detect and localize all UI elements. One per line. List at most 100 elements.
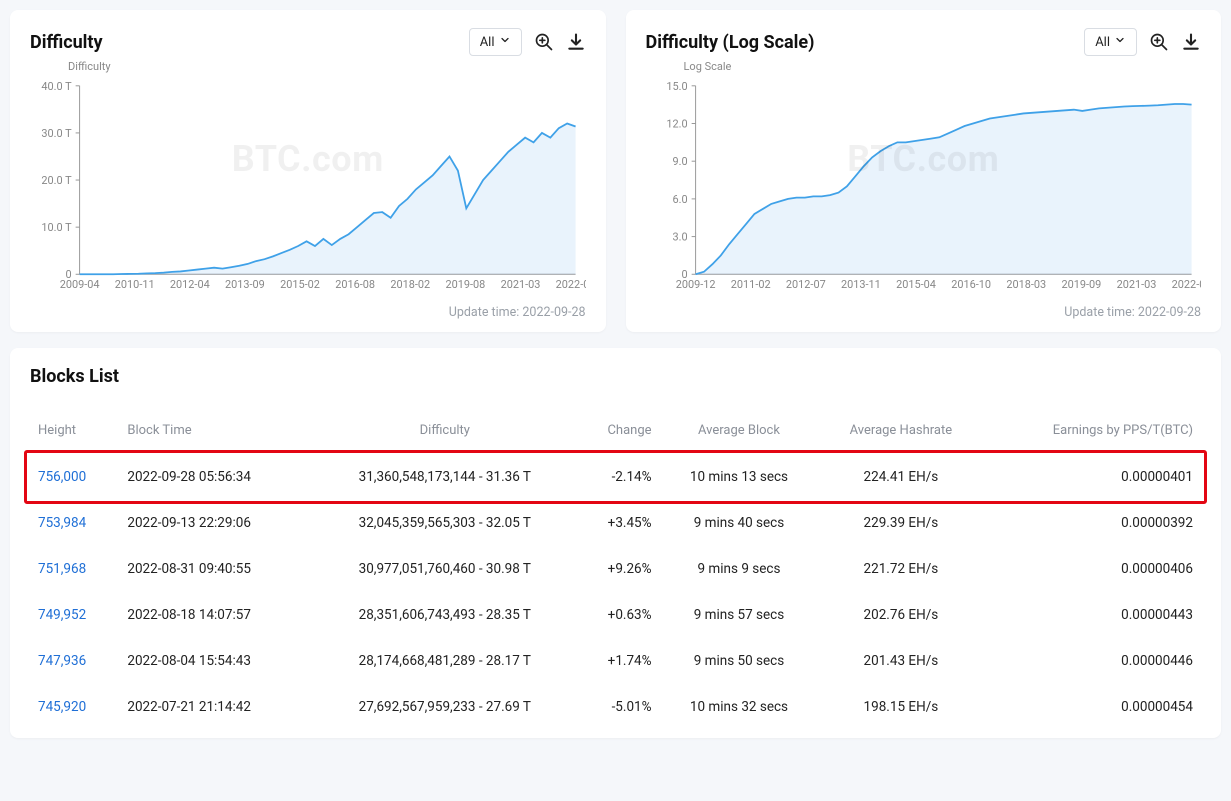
height-link[interactable]: 749,952: [38, 607, 86, 623]
avg-hashrate-cell: 202.76 EH/s: [818, 592, 983, 638]
svg-text:6.0: 6.0: [672, 193, 687, 206]
chart-tools: All: [1084, 28, 1201, 56]
avg-block-cell: 9 mins 9 secs: [660, 546, 819, 592]
avg-hashrate-cell: 221.72 EH/s: [818, 546, 983, 592]
svg-text:2010-11: 2010-11: [115, 278, 155, 291]
chart-area: Log Scale BTC.com 03.06.09.012.015.02009…: [646, 60, 1202, 295]
svg-text:2015-04: 2015-04: [896, 278, 936, 291]
table-header: Change: [576, 413, 660, 454]
difficulty-cell: 28,351,606,743,493 - 28.35 T: [314, 592, 576, 638]
blocks-table: HeightBlock TimeDifficultyChangeAverage …: [30, 413, 1201, 730]
height-link[interactable]: 753,984: [38, 515, 86, 531]
svg-text:20.0 T: 20.0 T: [41, 174, 72, 187]
earnings-cell: 0.00000401: [983, 454, 1201, 500]
change-cell: -2.14%: [576, 454, 660, 500]
change-cell: +1.74%: [576, 638, 660, 684]
range-dropdown[interactable]: All: [469, 28, 522, 56]
dropdown-label: All: [1095, 35, 1110, 50]
height-cell: 747,936: [30, 638, 119, 684]
height-cell: 753,984: [30, 500, 119, 546]
table-header-row: HeightBlock TimeDifficultyChangeAverage …: [30, 413, 1201, 454]
earnings-cell: 0.00000454: [983, 684, 1201, 730]
difficulty-chart-card: Difficulty All Difficulty BTC.com 010: [10, 10, 606, 332]
block-time-cell: 2022-08-18 14:07:57: [119, 592, 313, 638]
svg-text:2019-08: 2019-08: [445, 278, 485, 291]
y-axis-label: Difficulty: [68, 60, 586, 73]
table-header: Block Time: [119, 413, 313, 454]
chart-title: Difficulty: [30, 32, 103, 53]
svg-text:2009-12: 2009-12: [675, 278, 715, 291]
change-cell: +0.63%: [576, 592, 660, 638]
download-icon[interactable]: [1181, 32, 1201, 52]
svg-text:2022-09: 2022-09: [556, 278, 586, 291]
card-header: Difficulty (Log Scale) All: [646, 28, 1202, 56]
svg-text:2012-04: 2012-04: [170, 278, 210, 291]
avg-block-cell: 9 mins 57 secs: [660, 592, 819, 638]
avg-hashrate-cell: 229.39 EH/s: [818, 500, 983, 546]
block-time-cell: 2022-08-04 15:54:43: [119, 638, 313, 684]
y-axis-label: Log Scale: [684, 60, 1202, 73]
svg-text:2021-03: 2021-03: [501, 278, 541, 291]
change-cell: +9.26%: [576, 546, 660, 592]
difficulty-cell: 28,174,668,481,289 - 28.17 T: [314, 638, 576, 684]
zoom-in-icon[interactable]: [1149, 32, 1169, 52]
svg-text:2009-04: 2009-04: [60, 278, 100, 291]
earnings-cell: 0.00000392: [983, 500, 1201, 546]
svg-text:2012-07: 2012-07: [785, 278, 825, 291]
blocks-list-card: Blocks List HeightBlock TimeDifficultyCh…: [10, 348, 1221, 738]
chevron-down-icon: [1114, 34, 1126, 50]
dropdown-label: All: [480, 35, 495, 50]
chevron-down-icon: [499, 34, 511, 50]
svg-text:2016-08: 2016-08: [335, 278, 375, 291]
table-header: Average Block: [660, 413, 819, 454]
table-row: 749,952 2022-08-18 14:07:5728,351,606,743…: [30, 592, 1201, 638]
chart-title: Difficulty (Log Scale): [646, 32, 815, 53]
svg-text:2016-10: 2016-10: [951, 278, 991, 291]
height-link[interactable]: 756,000: [38, 469, 86, 485]
card-header: Difficulty All: [30, 28, 586, 56]
svg-text:3.0: 3.0: [672, 231, 687, 244]
height-link[interactable]: 747,936: [38, 653, 86, 669]
height-cell: 751,968: [30, 546, 119, 592]
difficulty-cell: 27,692,567,959,233 - 27.69 T: [314, 684, 576, 730]
difficulty-log-chart: 03.06.09.012.015.02009-122011-022012-072…: [646, 75, 1202, 295]
avg-hashrate-cell: 224.41 EH/s: [818, 454, 983, 500]
height-cell: 745,920: [30, 684, 119, 730]
difficulty-cell: 30,977,051,760,460 - 30.98 T: [314, 546, 576, 592]
avg-block-cell: 10 mins 32 secs: [660, 684, 819, 730]
block-time-cell: 2022-09-13 22:29:06: [119, 500, 313, 546]
height-cell: 756,000: [30, 454, 119, 500]
table-row: 745,920 2022-07-21 21:14:4227,692,567,959…: [30, 684, 1201, 730]
svg-text:2011-02: 2011-02: [730, 278, 770, 291]
svg-text:30.0 T: 30.0 T: [41, 127, 72, 140]
blocks-table-wrap: HeightBlock TimeDifficultyChangeAverage …: [30, 413, 1201, 730]
zoom-in-icon[interactable]: [534, 32, 554, 52]
avg-block-cell: 10 mins 13 secs: [660, 454, 819, 500]
height-link[interactable]: 745,920: [38, 699, 86, 715]
change-cell: -5.01%: [576, 684, 660, 730]
svg-text:2013-09: 2013-09: [225, 278, 265, 291]
table-row: 751,968 2022-08-31 09:40:5530,977,051,760…: [30, 546, 1201, 592]
svg-text:2021-03: 2021-03: [1116, 278, 1156, 291]
table-row: 756,0002022-09-28 05:56:3431,360,548,173…: [30, 454, 1201, 500]
table-header: Difficulty: [314, 413, 576, 454]
svg-text:2013-11: 2013-11: [841, 278, 881, 291]
update-time-label: Update time: 2022-09-28: [646, 305, 1202, 320]
avg-block-cell: 9 mins 50 secs: [660, 638, 819, 684]
table-row: 753,9842022-09-13 22:29:0632,045,359,565…: [30, 500, 1201, 546]
download-icon[interactable]: [566, 32, 586, 52]
update-time-label: Update time: 2022-09-28: [30, 305, 586, 320]
range-dropdown[interactable]: All: [1084, 28, 1137, 56]
change-cell: +3.45%: [576, 500, 660, 546]
svg-text:2015-02: 2015-02: [280, 278, 320, 291]
difficulty-cell: 31,360,548,173,144 - 31.36 T: [314, 454, 576, 500]
svg-text:9.0: 9.0: [672, 155, 687, 168]
table-header: Earnings by PPS/T(BTC): [983, 413, 1201, 454]
block-time-cell: 2022-07-21 21:14:42: [119, 684, 313, 730]
svg-text:40.0 T: 40.0 T: [41, 80, 72, 93]
height-link[interactable]: 751,968: [38, 561, 86, 577]
block-time-cell: 2022-08-31 09:40:55: [119, 546, 313, 592]
difficulty-chart: 010.0 T20.0 T30.0 T40.0 T2009-042010-112…: [30, 75, 586, 295]
svg-text:2019-09: 2019-09: [1061, 278, 1101, 291]
table-header: Height: [30, 413, 119, 454]
